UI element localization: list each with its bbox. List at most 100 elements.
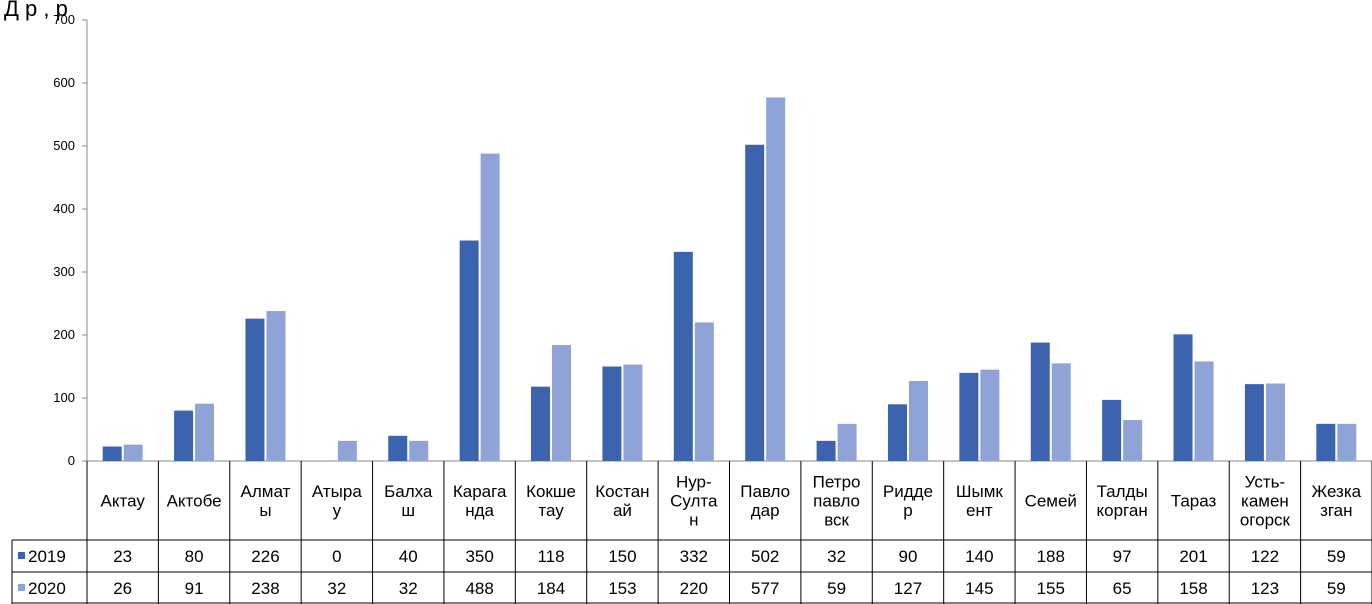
bar-2020-12	[980, 369, 1000, 461]
bar-2019-8	[673, 251, 693, 461]
data-label-2020-10: 59	[827, 579, 846, 598]
bar-2019-15	[1173, 334, 1193, 461]
data-label-2019-2: 226	[251, 547, 279, 566]
category-label: Павло	[740, 482, 790, 501]
data-label-2019-16: 122	[1251, 547, 1279, 566]
y-tick-label: 600	[53, 75, 75, 90]
category-label: Петро	[813, 473, 861, 492]
data-label-2019-10: 32	[827, 547, 846, 566]
bar-2019-1	[174, 410, 194, 461]
data-label-2019-5: 350	[465, 547, 493, 566]
bar-2019-0	[102, 446, 122, 461]
data-label-2020-15: 158	[1179, 579, 1207, 598]
category-label: Жезка	[1311, 482, 1361, 501]
legend-key-2019	[18, 552, 25, 559]
bar-2019-12	[959, 372, 979, 461]
bar-2020-2	[266, 311, 286, 461]
category-label: тау	[538, 501, 564, 520]
category-label: Костан	[595, 482, 649, 501]
data-label-2019-12: 140	[965, 547, 993, 566]
data-label-2020-0: 26	[113, 579, 132, 598]
bar-2020-0	[123, 444, 143, 461]
category-label: у	[333, 501, 342, 520]
category-label: Атыра	[312, 482, 362, 501]
bar-2019-5	[459, 240, 479, 461]
bar-2019-13	[1030, 342, 1050, 461]
bar-2020-17	[1337, 423, 1357, 461]
bar-2019-9	[745, 144, 765, 462]
category-label: Кокше	[526, 482, 576, 501]
data-label-2020-17: 59	[1327, 579, 1346, 598]
bar-2020-11	[908, 380, 928, 461]
category-label: Шымк	[956, 482, 1003, 501]
category-label: камен	[1241, 492, 1289, 511]
bar-2020-6	[552, 345, 572, 461]
data-label-2019-6: 118	[537, 547, 564, 566]
category-label: нда	[465, 501, 494, 520]
bar-2019-10	[816, 440, 836, 461]
data-label-2019-7: 150	[608, 547, 636, 566]
category-label: Ридде	[883, 482, 933, 501]
bar-2020-13	[1051, 363, 1071, 461]
bar-2020-10	[837, 423, 857, 461]
y-tick-label: 400	[53, 201, 75, 216]
category-label: н	[689, 511, 698, 530]
category-label: Нур-	[676, 473, 712, 492]
bar-2019-17	[1316, 423, 1336, 461]
data-label-2020-2: 238	[251, 579, 279, 598]
category-label: павло	[813, 492, 860, 511]
data-label-2019-13: 188	[1037, 547, 1065, 566]
data-label-2020-1: 91	[185, 579, 204, 598]
data-label-2019-1: 80	[185, 547, 204, 566]
bar-2019-6	[531, 386, 551, 461]
category-label: р	[903, 501, 912, 520]
data-label-2020-3: 32	[327, 579, 346, 598]
category-label: Усть-	[1245, 473, 1285, 492]
category-label: Карага	[453, 482, 507, 501]
legend-label-2019: 2019	[28, 547, 66, 566]
category-label: ай	[613, 501, 632, 520]
data-label-2020-7: 153	[608, 579, 636, 598]
bar-2020-7	[623, 364, 643, 461]
data-label-2020-6: 184	[537, 579, 565, 598]
bar-2019-2	[245, 318, 265, 461]
bar-2020-14	[1123, 420, 1143, 461]
category-label: корган	[1097, 501, 1148, 520]
data-label-2020-8: 220	[680, 579, 708, 598]
bar-2020-1	[195, 403, 215, 461]
category-label: Тараз	[1171, 492, 1217, 511]
y-tick-label: 700	[53, 12, 75, 27]
data-label-2020-16: 123	[1251, 579, 1279, 598]
bars	[102, 97, 1357, 462]
data-label-2019-8: 332	[680, 547, 708, 566]
data-label-2020-4: 32	[399, 579, 418, 598]
category-label: ш	[401, 501, 415, 520]
data-label-2019-15: 201	[1179, 547, 1207, 566]
y-tick-label: 500	[53, 138, 75, 153]
data-label-2020-11: 127	[894, 579, 922, 598]
data-label-2019-9: 502	[751, 547, 779, 566]
data-label-2020-5: 488	[465, 579, 493, 598]
bar-2019-14	[1102, 399, 1122, 461]
bar-2020-9	[766, 97, 786, 462]
bar-2019-7	[602, 366, 622, 461]
chart-title: Д р , р	[4, 0, 68, 21]
bar-2019-4	[388, 435, 408, 461]
category-label: Актобе	[167, 492, 222, 511]
data-label-2019-4: 40	[399, 547, 418, 566]
category-label: вск	[824, 511, 849, 530]
data-label-2020-13: 155	[1037, 579, 1065, 598]
data-label-2020-9: 577	[751, 579, 779, 598]
y-tick-label: 100	[53, 390, 75, 405]
y-tick-label: 300	[53, 264, 75, 279]
data-label-2020-14: 65	[1113, 579, 1132, 598]
category-label: Алмат	[241, 482, 291, 501]
data-label-2019-3: 0	[332, 547, 341, 566]
data-label-2019-0: 23	[113, 547, 132, 566]
category-label: Султа	[670, 492, 718, 511]
category-label: Семей	[1025, 492, 1077, 511]
legend-key-2020	[18, 584, 25, 591]
